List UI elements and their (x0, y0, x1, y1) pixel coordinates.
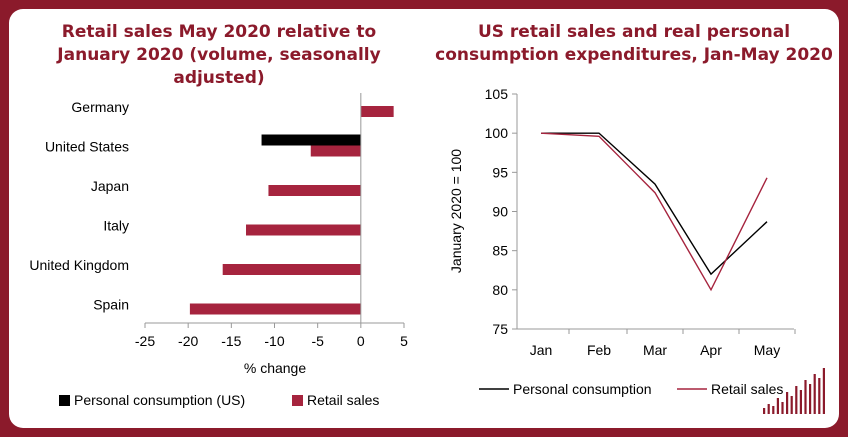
x-tick-label: Apr (700, 342, 722, 358)
x-tick-label: May (754, 342, 780, 358)
legend-label-personal-consumption: Personal consumption (US) (74, 392, 245, 408)
retail-sales-bar (189, 303, 361, 315)
y-tick-label: 75 (492, 321, 508, 337)
x-tick-label: 0 (357, 333, 365, 349)
retail-sales-bar (310, 145, 361, 157)
retail-sales-line (540, 132, 768, 292)
logo-bars-icon (763, 368, 825, 414)
retail-sales-bar (246, 224, 361, 236)
y-tick-label: 100 (485, 125, 509, 141)
x-tick-label: -10 (264, 333, 284, 349)
category-label: Germany (71, 99, 129, 115)
legend-label-personal-consumption: Personal consumption (513, 381, 652, 397)
legend-swatch-retail-sales (292, 395, 303, 406)
personal-consumption-line (541, 132, 768, 276)
retail-sales-bar (268, 185, 361, 196)
category-label: Japan (91, 178, 129, 194)
y-tick-label: 80 (492, 282, 508, 298)
x-tick-label: Feb (587, 342, 611, 358)
y-tick-label: 85 (492, 243, 508, 259)
bar-chart-title: Retail sales May 2020 relative to Januar… (57, 22, 381, 88)
y-axis-title: January 2020 = 100 (448, 149, 464, 273)
y-tick-label: 105 (485, 86, 509, 102)
y-tick-label: 95 (492, 164, 508, 180)
legend-swatch-personal-consumption (59, 395, 70, 406)
retail-sales-bar (360, 106, 394, 117)
x-tick-label: -20 (178, 333, 198, 349)
x-tick-label: -5 (311, 333, 324, 349)
chart-frame: Retail sales May 2020 relative to Januar… (9, 9, 839, 428)
x-axis-title: % change (244, 360, 306, 376)
category-label: Italy (103, 218, 129, 234)
line-chart-title: US retail sales and real personal consum… (435, 22, 833, 65)
personal-consumption-bar (261, 134, 361, 146)
retail-sales-bar (222, 264, 361, 275)
x-tick-label: -25 (135, 333, 155, 349)
x-tick-label: Jan (530, 342, 553, 358)
x-tick-label: Mar (643, 342, 667, 358)
x-tick-label: 5 (400, 333, 408, 349)
category-label: United Kingdom (29, 257, 129, 273)
category-label: United States (45, 139, 129, 155)
y-tick-label: 90 (492, 204, 508, 220)
category-label: Spain (93, 297, 129, 313)
bar-chart: Germany United States Japan Italy United Kin… (29, 93, 408, 408)
legend-label-retail-sales: Retail sales (307, 392, 379, 408)
x-tick-label: -15 (221, 333, 241, 349)
